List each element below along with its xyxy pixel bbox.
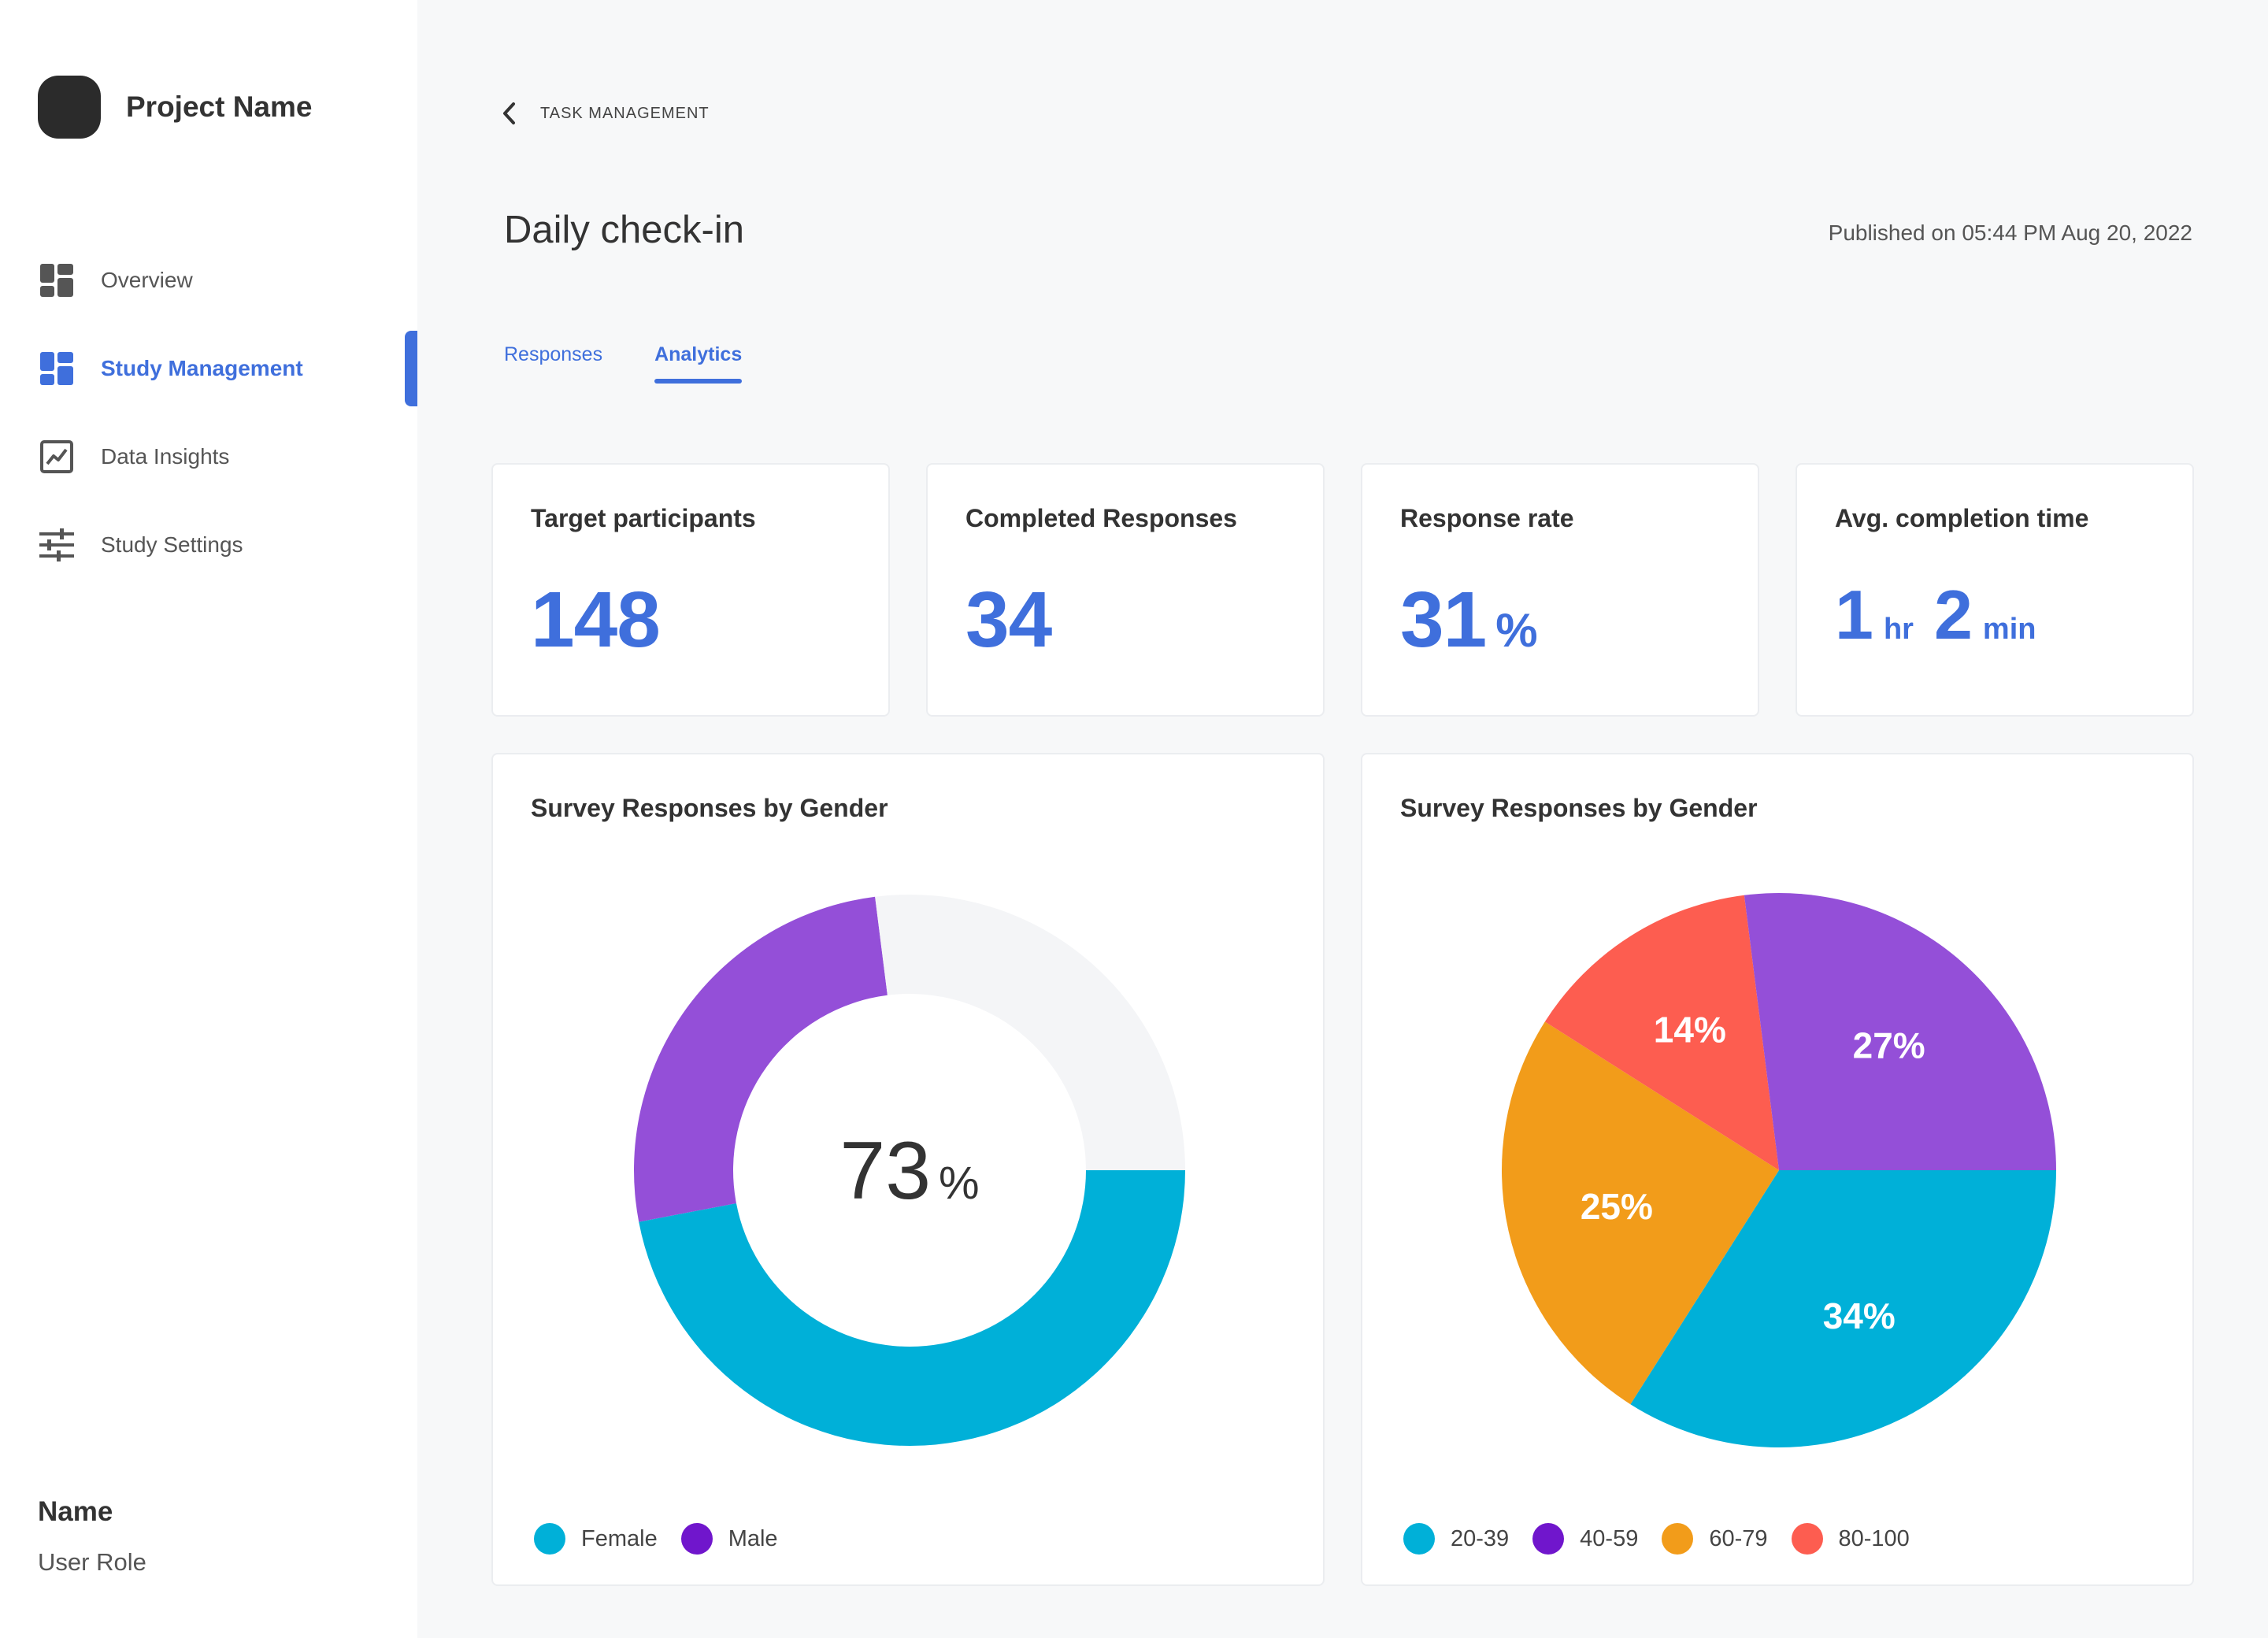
legend-label: 40-59 [1580, 1525, 1639, 1551]
stat-card-avg-time: Avg. completion time 1 hr 2 min [1796, 463, 2194, 717]
legend-label: 80-100 [1838, 1525, 1910, 1551]
sidebar-item-label: Study Settings [101, 532, 243, 557]
chart-title: Survey Responses by Gender [531, 794, 888, 822]
donut-chart: 73% [634, 895, 1185, 1446]
stat-unit-minutes: min [1982, 613, 2036, 646]
legend-label: Female [581, 1525, 658, 1551]
stat-value: 1 hr 2 min [1835, 575, 2056, 655]
sidebar-item-label: Study Management [101, 356, 303, 380]
chart-card-gender: Survey Responses by Gender 73% Female Mal… [491, 753, 1325, 1586]
stat-value: 31 % [1400, 575, 1538, 665]
main-content: TASK MANAGEMENT Daily check-in Published… [417, 0, 2268, 1638]
stat-title: Response rate [1400, 504, 1574, 532]
stat-number-minutes: 2 [1933, 576, 1973, 654]
chart-title: Survey Responses by Gender [1400, 794, 1758, 822]
chart-legend: 20-39 40-59 60-79 80-100 [1403, 1523, 1933, 1555]
project-name: Project Name [126, 91, 313, 123]
stat-value: 148 [531, 575, 661, 665]
sidebar-item-label: Overview [101, 268, 193, 292]
stat-unit-hours: hr [1883, 613, 1914, 646]
chart-icon [39, 439, 74, 474]
donut-slice-remainder [875, 895, 1185, 1170]
pie-chart: 34% 25% 14% 27% [1502, 893, 2056, 1447]
chevron-left-icon[interactable] [501, 99, 523, 128]
active-indicator [405, 331, 417, 406]
donut-slice-male [634, 896, 888, 1222]
legend-item: 40-59 [1532, 1523, 1638, 1555]
stat-number-hours: 1 [1835, 576, 1873, 654]
stat-title: Avg. completion time [1835, 504, 2089, 532]
pie-slice-label: 14% [1654, 1010, 1726, 1051]
brand[interactable]: Project Name [38, 76, 313, 139]
pie-slice-40-59 [1744, 893, 2056, 1170]
stat-title: Completed Responses [965, 504, 1237, 532]
legend-swatch [1532, 1523, 1565, 1555]
sliders-icon [39, 528, 74, 562]
tab-bar: Responses Analytics [504, 343, 743, 384]
stat-number: 34 [965, 576, 1052, 664]
sidebar-item-study-settings[interactable]: Study Settings [0, 501, 417, 589]
legend-item: 60-79 [1662, 1523, 1768, 1555]
tab-responses[interactable]: Responses [504, 343, 603, 365]
legend-label: 20-39 [1451, 1525, 1510, 1551]
pie-slice-label: 25% [1581, 1186, 1653, 1227]
tab-analytics[interactable]: Analytics [654, 343, 743, 384]
legend-swatch [1662, 1523, 1694, 1555]
sidebar-item-overview[interactable]: Overview [0, 236, 417, 324]
legend-item: 80-100 [1791, 1523, 1910, 1555]
pie-slice-label: 27% [1853, 1025, 1925, 1066]
sidebar-item-data-insights[interactable]: Data Insights [0, 413, 417, 501]
legend-swatch [534, 1523, 565, 1555]
stat-number: 31 [1400, 576, 1487, 664]
stat-number: 148 [531, 576, 661, 664]
stat-value: 34 [965, 575, 1052, 665]
donut-slice-female [639, 1170, 1185, 1446]
stat-card-rate: Response rate 31 % [1361, 463, 1759, 717]
user-name: Name [38, 1496, 113, 1527]
legend-label: 60-79 [1709, 1525, 1768, 1551]
sidebar: Project Name Overview [0, 0, 417, 1638]
legend-item: Female [534, 1523, 658, 1555]
sidebar-item-study-management[interactable]: Study Management [0, 324, 417, 413]
pie-slice-60-79 [1502, 1021, 1779, 1405]
legend-label: Male [728, 1525, 778, 1551]
sidebar-item-label: Data Insights [101, 444, 230, 469]
legend-item: 20-39 [1403, 1523, 1509, 1555]
published-date: Published on 05:44 PM Aug 20, 2022 [1828, 220, 2192, 245]
pie-slice-20-39 [1630, 1170, 2056, 1447]
project-logo [38, 76, 101, 139]
sidebar-nav: Overview Study Management Data [0, 236, 417, 589]
user-role: User Role [38, 1548, 146, 1576]
stat-card-completed: Completed Responses 34 [926, 463, 1325, 717]
breadcrumb[interactable]: TASK MANAGEMENT [501, 99, 710, 128]
donut-center-label: 73% [839, 1125, 979, 1217]
dashboard-icon [39, 263, 74, 298]
stat-title: Target participants [531, 504, 756, 532]
legend-swatch [680, 1523, 713, 1555]
legend-swatch [1403, 1523, 1435, 1555]
chart-legend: Female Male [534, 1523, 802, 1555]
dashboard-icon [39, 351, 74, 386]
user-profile[interactable]: Name User Role [38, 1496, 146, 1577]
pie-slice-label: 34% [1823, 1295, 1896, 1336]
pie-slice-80-100 [1544, 895, 1779, 1170]
page-title: Daily check-in [504, 209, 744, 251]
legend-swatch [1791, 1523, 1823, 1555]
chart-card-age: Survey Responses by Gender 34% 25% 14% 27% … [1361, 753, 2194, 1586]
legend-item: Male [680, 1523, 778, 1555]
stat-unit: % [1495, 604, 1538, 657]
stat-card-target: Target participants 148 [491, 463, 890, 717]
breadcrumb-label[interactable]: TASK MANAGEMENT [540, 104, 710, 122]
